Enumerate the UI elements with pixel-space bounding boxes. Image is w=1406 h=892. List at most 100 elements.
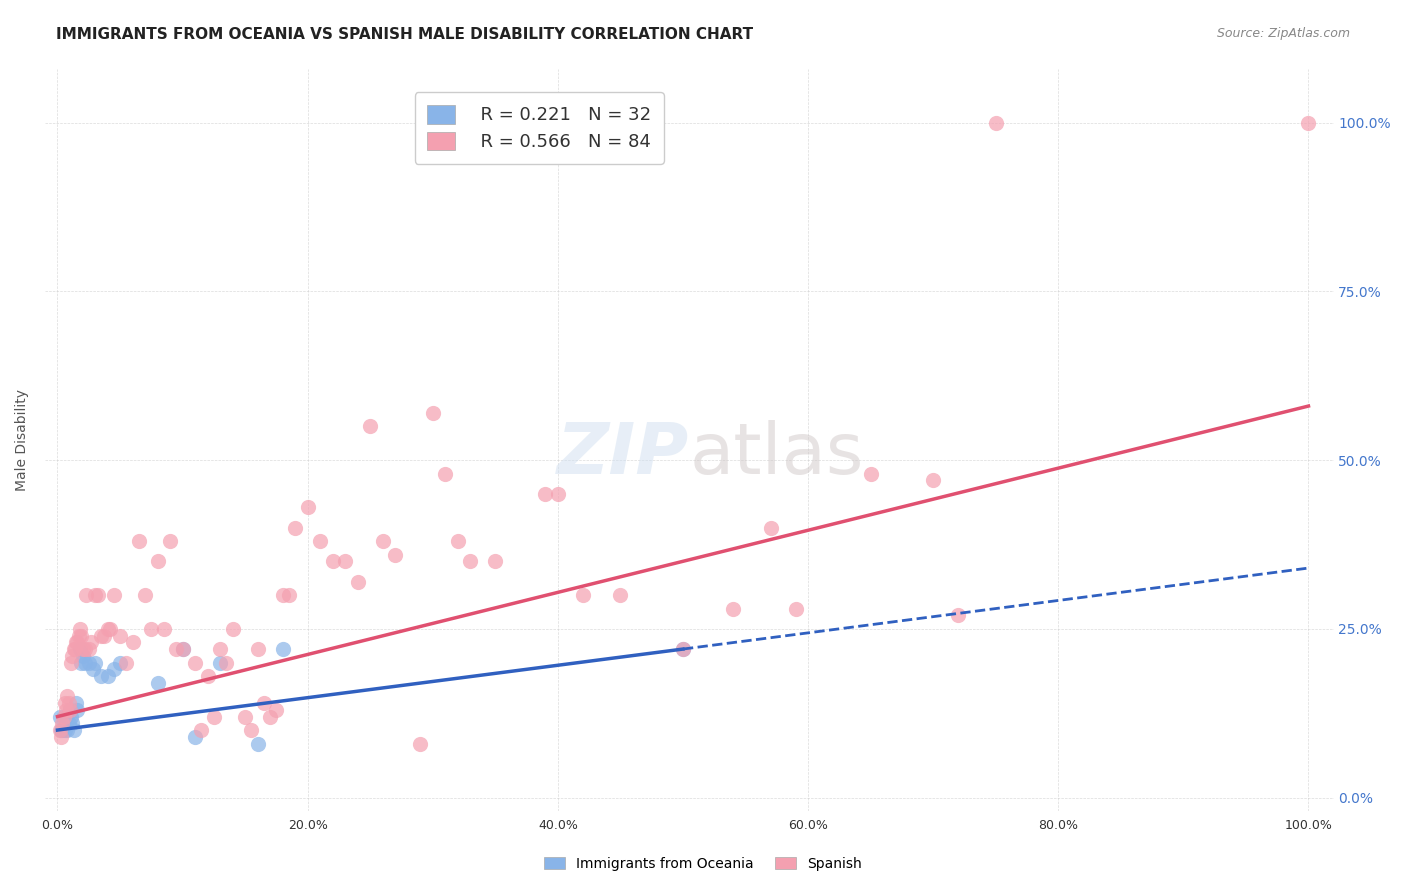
Point	[51, 716, 73, 731]
Point	[384, 548, 406, 562]
Legend:   R = 0.221   N = 32,   R = 0.566   N = 84: R = 0.221 N = 32, R = 0.566 N = 84	[415, 93, 664, 163]
Point	[98, 622, 121, 636]
Point	[153, 622, 176, 636]
Point	[103, 662, 125, 676]
Point	[534, 487, 557, 501]
Point	[134, 588, 156, 602]
Point	[609, 588, 631, 602]
Point	[309, 534, 332, 549]
Text: IMMIGRANTS FROM OCEANIA VS SPANISH MALE DISABILITY CORRELATION CHART: IMMIGRANTS FROM OCEANIA VS SPANISH MALE …	[56, 27, 754, 42]
Point	[547, 487, 569, 501]
Point	[277, 588, 299, 602]
Point	[103, 588, 125, 602]
Point	[253, 696, 276, 710]
Point	[69, 622, 91, 636]
Text: ZIP: ZIP	[557, 420, 689, 489]
Point	[785, 601, 807, 615]
Legend: Immigrants from Oceania, Spanish: Immigrants from Oceania, Spanish	[538, 851, 868, 876]
Point	[70, 629, 93, 643]
Point	[271, 642, 294, 657]
Point	[371, 534, 394, 549]
Point	[55, 709, 77, 723]
Point	[62, 723, 84, 737]
Point	[65, 696, 87, 710]
Point	[165, 642, 187, 657]
Point	[49, 709, 72, 723]
Point	[322, 554, 344, 568]
Point	[82, 662, 104, 676]
Point	[172, 642, 194, 657]
Point	[93, 629, 115, 643]
Point	[759, 520, 782, 534]
Point	[266, 703, 288, 717]
Point	[62, 642, 84, 657]
Point	[72, 648, 94, 663]
Point	[948, 608, 970, 623]
Point	[128, 534, 150, 549]
Point	[246, 737, 269, 751]
Point	[58, 696, 80, 710]
Point	[209, 642, 232, 657]
Point	[146, 675, 169, 690]
Point	[221, 622, 243, 636]
Point	[184, 730, 207, 744]
Point	[60, 709, 83, 723]
Point	[51, 730, 73, 744]
Point	[484, 554, 506, 568]
Point	[75, 588, 97, 602]
Point	[922, 473, 945, 487]
Point	[52, 709, 75, 723]
Point	[197, 669, 219, 683]
Point	[84, 656, 107, 670]
Point	[59, 703, 82, 717]
Point	[1298, 115, 1320, 129]
Point	[447, 534, 470, 549]
Point	[86, 588, 108, 602]
Point	[90, 669, 112, 683]
Point	[62, 716, 84, 731]
Point	[65, 635, 87, 649]
Point	[246, 642, 269, 657]
Point	[67, 629, 90, 643]
Point	[202, 709, 225, 723]
Point	[984, 115, 1007, 129]
Point	[115, 656, 138, 670]
Point	[335, 554, 357, 568]
Point	[141, 622, 163, 636]
Point	[190, 723, 212, 737]
Point	[77, 642, 100, 657]
Point	[66, 703, 89, 717]
Point	[55, 703, 77, 717]
Point	[121, 635, 143, 649]
Point	[346, 574, 368, 589]
Point	[209, 656, 232, 670]
Point	[62, 648, 84, 663]
Point	[90, 629, 112, 643]
Point	[434, 467, 457, 481]
Point	[108, 629, 131, 643]
Point	[460, 554, 482, 568]
Point	[96, 622, 118, 636]
Point	[215, 656, 238, 670]
Y-axis label: Male Disability: Male Disability	[15, 389, 30, 491]
Point	[240, 723, 263, 737]
Point	[172, 642, 194, 657]
Point	[49, 723, 72, 737]
Point	[422, 406, 444, 420]
Point	[672, 642, 695, 657]
Point	[159, 534, 181, 549]
Point	[60, 656, 83, 670]
Point	[297, 500, 319, 515]
Point	[52, 709, 75, 723]
Point	[59, 703, 82, 717]
Point	[271, 588, 294, 602]
Point	[77, 656, 100, 670]
Point	[51, 723, 73, 737]
Point	[70, 656, 93, 670]
Point	[409, 737, 432, 751]
Point	[284, 520, 307, 534]
Point	[721, 601, 744, 615]
Point	[672, 642, 695, 657]
Point	[56, 690, 79, 704]
Point	[146, 554, 169, 568]
